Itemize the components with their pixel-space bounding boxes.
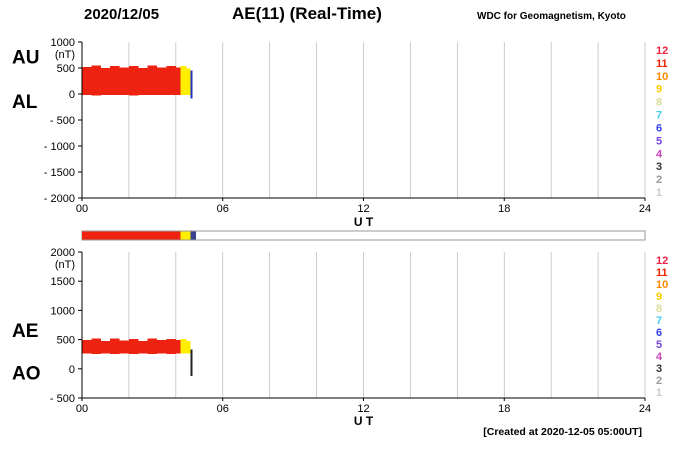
y-tick-label: 500 bbox=[57, 335, 75, 347]
station-count-7: 7 bbox=[656, 315, 662, 327]
y-tick-label: 1000 bbox=[51, 37, 75, 49]
data-segment bbox=[138, 68, 148, 95]
station-count-2: 2 bbox=[656, 375, 662, 387]
y-tick-label: 0 bbox=[69, 89, 75, 101]
y-tick-label: - 1000 bbox=[44, 141, 75, 153]
x-tick-label: 12 bbox=[357, 403, 369, 415]
series-label-au: AU bbox=[12, 48, 39, 69]
station-count-6: 6 bbox=[656, 122, 662, 134]
station-count-5: 5 bbox=[656, 135, 662, 147]
data-segment bbox=[128, 339, 139, 355]
y-tick-label: - 1500 bbox=[44, 167, 75, 179]
y-tick-label: - 500 bbox=[50, 115, 75, 127]
y-tick-label: 500 bbox=[57, 63, 75, 75]
station-count-12: 12 bbox=[656, 45, 668, 57]
data-segment bbox=[91, 65, 101, 96]
data-segment bbox=[180, 66, 187, 95]
x-tick-label: 12 bbox=[357, 203, 369, 215]
series-label-al: AL bbox=[12, 92, 38, 113]
x-tick-label: 06 bbox=[217, 203, 229, 215]
y-tick-label: - 2000 bbox=[44, 193, 75, 205]
station-strip-segment bbox=[82, 231, 181, 240]
data-segment bbox=[91, 338, 101, 355]
data-segment bbox=[82, 66, 92, 95]
data-source-label: WDC for Geomagnetism, Kyoto bbox=[477, 11, 626, 22]
data-segment bbox=[82, 339, 92, 354]
data-segment bbox=[186, 68, 191, 96]
y-tick-label: 0 bbox=[69, 364, 75, 376]
y-tick-label: 2000 bbox=[51, 247, 75, 259]
created-timestamp: [Created at 2020-12-05 05:00UT] bbox=[483, 426, 642, 438]
station-count-8: 8 bbox=[656, 303, 662, 315]
page-title: AE(11) (Real-Time) bbox=[232, 4, 382, 23]
y-tick-label: - 500 bbox=[50, 393, 75, 405]
data-segment bbox=[175, 67, 181, 95]
station-count-8: 8 bbox=[656, 97, 662, 109]
station-count-3: 3 bbox=[656, 161, 662, 173]
x-tick-label: 24 bbox=[639, 203, 651, 215]
data-segment bbox=[110, 65, 120, 96]
x-axis-label: U T bbox=[354, 414, 374, 428]
data-segment bbox=[180, 339, 187, 354]
station-count-6: 6 bbox=[656, 327, 662, 339]
x-tick-label: 24 bbox=[639, 403, 651, 415]
x-axis-label: U T bbox=[354, 215, 374, 229]
y-axis-unit: (nT) bbox=[55, 259, 75, 271]
data-segment bbox=[175, 340, 181, 354]
station-count-5: 5 bbox=[656, 339, 662, 351]
data-segment bbox=[110, 338, 120, 354]
data-segment bbox=[186, 340, 191, 354]
x-tick-label: 00 bbox=[76, 203, 88, 215]
station-count-10: 10 bbox=[656, 71, 668, 83]
data-segment bbox=[166, 66, 176, 96]
data-segment bbox=[138, 340, 148, 354]
plot-date: 2020/12/05 bbox=[84, 6, 160, 23]
station-count-11: 11 bbox=[656, 58, 668, 70]
station-strip-segment bbox=[190, 231, 196, 240]
data-segment bbox=[190, 349, 193, 376]
x-tick-label: 18 bbox=[498, 403, 510, 415]
station-count-1: 1 bbox=[656, 187, 662, 199]
data-segment bbox=[128, 66, 139, 96]
data-segment bbox=[100, 340, 111, 354]
y-tick-label: 1500 bbox=[51, 276, 75, 288]
station-count-9: 9 bbox=[656, 84, 662, 96]
data-segment bbox=[119, 67, 129, 95]
station-count-2: 2 bbox=[656, 174, 662, 186]
y-axis-unit: (nT) bbox=[55, 49, 75, 61]
data-segment bbox=[119, 340, 129, 354]
station-count-11: 11 bbox=[656, 267, 668, 279]
series-label-ao: AO bbox=[12, 363, 41, 384]
station-count-9: 9 bbox=[656, 291, 662, 303]
station-count-3: 3 bbox=[656, 363, 662, 375]
data-segment bbox=[147, 65, 158, 96]
station-count-12: 12 bbox=[656, 255, 668, 267]
x-tick-label: 00 bbox=[76, 403, 88, 415]
station-count-4: 4 bbox=[656, 351, 663, 363]
data-segment bbox=[190, 70, 193, 99]
station-count-7: 7 bbox=[656, 110, 662, 122]
x-tick-label: 06 bbox=[217, 403, 229, 415]
station-count-1: 1 bbox=[656, 387, 662, 399]
station-strip-segment bbox=[180, 231, 191, 240]
data-segment bbox=[100, 68, 111, 95]
series-label-ae: AE bbox=[12, 321, 38, 342]
station-count-10: 10 bbox=[656, 279, 668, 291]
data-segment bbox=[157, 340, 167, 354]
y-tick-label: 1000 bbox=[51, 305, 75, 317]
data-segment bbox=[147, 338, 158, 354]
data-segment bbox=[157, 67, 167, 95]
data-segment bbox=[166, 339, 176, 354]
station-count-4: 4 bbox=[656, 148, 663, 160]
x-tick-label: 18 bbox=[498, 203, 510, 215]
